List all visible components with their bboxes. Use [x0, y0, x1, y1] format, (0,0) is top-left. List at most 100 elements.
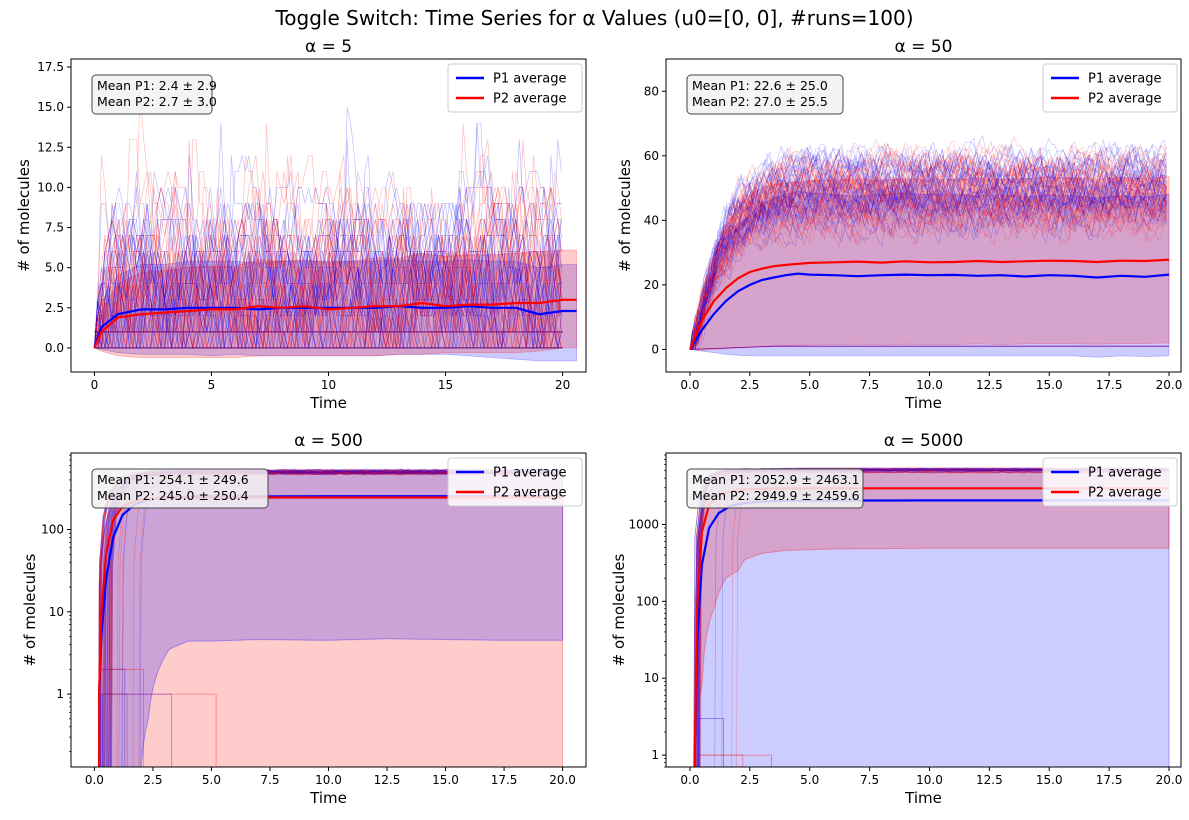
- y-tick-label: 100: [41, 522, 64, 536]
- run-trace: [94, 187, 562, 349]
- legend-label: P1 average: [1088, 466, 1161, 481]
- run-trace: [690, 176, 1167, 350]
- plot-area: [688, 134, 1170, 358]
- legend-label: P2 average: [493, 486, 566, 501]
- stats-box: [686, 74, 844, 115]
- x-tick-label: 17.5: [1096, 773, 1123, 787]
- run-trace: [690, 168, 1167, 350]
- p1-std-band: [93, 259, 577, 362]
- x-tick-label: 7.5: [860, 378, 879, 392]
- run-trace: [690, 147, 1167, 350]
- run-trace: [690, 153, 1167, 350]
- run-trace: [94, 203, 562, 349]
- chart-panel-3: 0.0 2.5 5.0 7.5 10.0 12.5 15.0 17.5 20.0 1 10 100 Ti…: [21, 431, 587, 807]
- run-trace: [94, 187, 562, 349]
- run-trace: [690, 172, 1167, 350]
- run-trace: [94, 187, 562, 349]
- legend-label: P2 average: [1088, 92, 1161, 107]
- run-trace: [689, 191, 1167, 350]
- run-trace: [689, 166, 1167, 350]
- series-line-p1-average: [93, 305, 577, 349]
- run-trace: [94, 155, 562, 349]
- run-trace: [689, 192, 1167, 350]
- y-axis-label: # of molecules: [610, 553, 628, 666]
- run-trace: [690, 146, 1167, 350]
- run-trace: [94, 219, 562, 349]
- x-axis-label: Time: [904, 789, 942, 807]
- run-trace: [689, 162, 1167, 350]
- run-trace: [94, 155, 562, 348]
- stats-box: [91, 468, 269, 509]
- x-tick-label: 2.5: [740, 378, 759, 392]
- run-trace: [689, 171, 1167, 350]
- run-trace: [689, 145, 1167, 350]
- y-tick-label: 12.5: [37, 140, 64, 154]
- run-trace: [699, 754, 744, 767]
- run-trace: [690, 182, 1167, 350]
- run-trace: [689, 143, 1167, 350]
- y-tick-label: 10: [644, 671, 659, 685]
- x-tick-label: 20.0: [1156, 378, 1183, 392]
- x-tick-label: 15.0: [432, 773, 459, 787]
- run-trace: [690, 190, 1167, 350]
- run-trace: [690, 179, 1167, 350]
- x-tick-label: 15: [438, 378, 453, 392]
- legend-box: [1042, 457, 1178, 507]
- stats-text: Mean P2: 2949.9 ± 2459.6: [692, 488, 860, 503]
- run-trace: [94, 155, 562, 349]
- run-trace: [94, 123, 562, 348]
- run-trace: [689, 141, 1167, 350]
- run-trace: [94, 123, 562, 348]
- run-trace: [103, 668, 144, 767]
- run-trace: [689, 142, 1167, 350]
- x-tick-label: 5.0: [800, 378, 819, 392]
- run-trace: [689, 154, 1167, 350]
- run-trace: [690, 134, 1167, 350]
- run-trace: [94, 187, 562, 348]
- x-tick-label: 20.0: [1156, 773, 1183, 787]
- series-line-p1-average: [689, 272, 1170, 350]
- run-trace: [94, 171, 562, 349]
- y-tick-label: 2.5: [45, 301, 64, 315]
- run-trace: [690, 168, 1167, 350]
- x-tick-label: 10: [321, 378, 336, 392]
- legend-label: P1 average: [493, 466, 566, 481]
- x-tick-label: 2.5: [740, 773, 759, 787]
- y-tick-label: 15.0: [37, 100, 64, 114]
- x-tick-label: 0.0: [680, 378, 699, 392]
- run-trace: [689, 154, 1167, 350]
- run-trace: [94, 171, 562, 348]
- run-trace: [690, 169, 1167, 350]
- legend-box: [447, 457, 583, 507]
- run-trace: [94, 91, 562, 348]
- y-tick-label: 1: [56, 687, 64, 701]
- run-trace: [690, 174, 1167, 350]
- run-trace: [94, 187, 562, 349]
- legend-box: [447, 63, 583, 113]
- x-tick-label: 12.5: [976, 773, 1003, 787]
- y-tick-label: 0.0: [45, 341, 64, 355]
- x-tick-label: 10.0: [315, 773, 342, 787]
- stats-text: Mean P1: 2.4 ± 2.9: [97, 78, 217, 93]
- run-trace: [689, 149, 1167, 350]
- run-trace: [94, 203, 562, 349]
- x-tick-label: 20.0: [549, 773, 576, 787]
- x-tick-label: 2.5: [143, 773, 162, 787]
- run-trace: [690, 138, 1167, 350]
- x-tick-label: 5.0: [202, 773, 221, 787]
- x-axis-label: Time: [904, 394, 942, 412]
- chart-title: α = 5: [305, 37, 352, 57]
- run-trace: [94, 251, 562, 349]
- stats-text: Mean P1: 22.6 ± 25.0: [692, 78, 828, 93]
- x-tick-label: 15.0: [1036, 773, 1063, 787]
- run-trace: [94, 154, 562, 349]
- y-tick-label: 5.0: [45, 261, 64, 275]
- run-trace: [689, 152, 1167, 350]
- legend-label: P1 average: [493, 72, 566, 87]
- y-tick-label: 20: [644, 278, 659, 292]
- run-trace: [690, 145, 1167, 350]
- run-trace: [689, 143, 1167, 350]
- run-trace: [94, 138, 562, 349]
- legend-label: P1 average: [1088, 72, 1161, 87]
- x-tick-label: 15.0: [1036, 378, 1063, 392]
